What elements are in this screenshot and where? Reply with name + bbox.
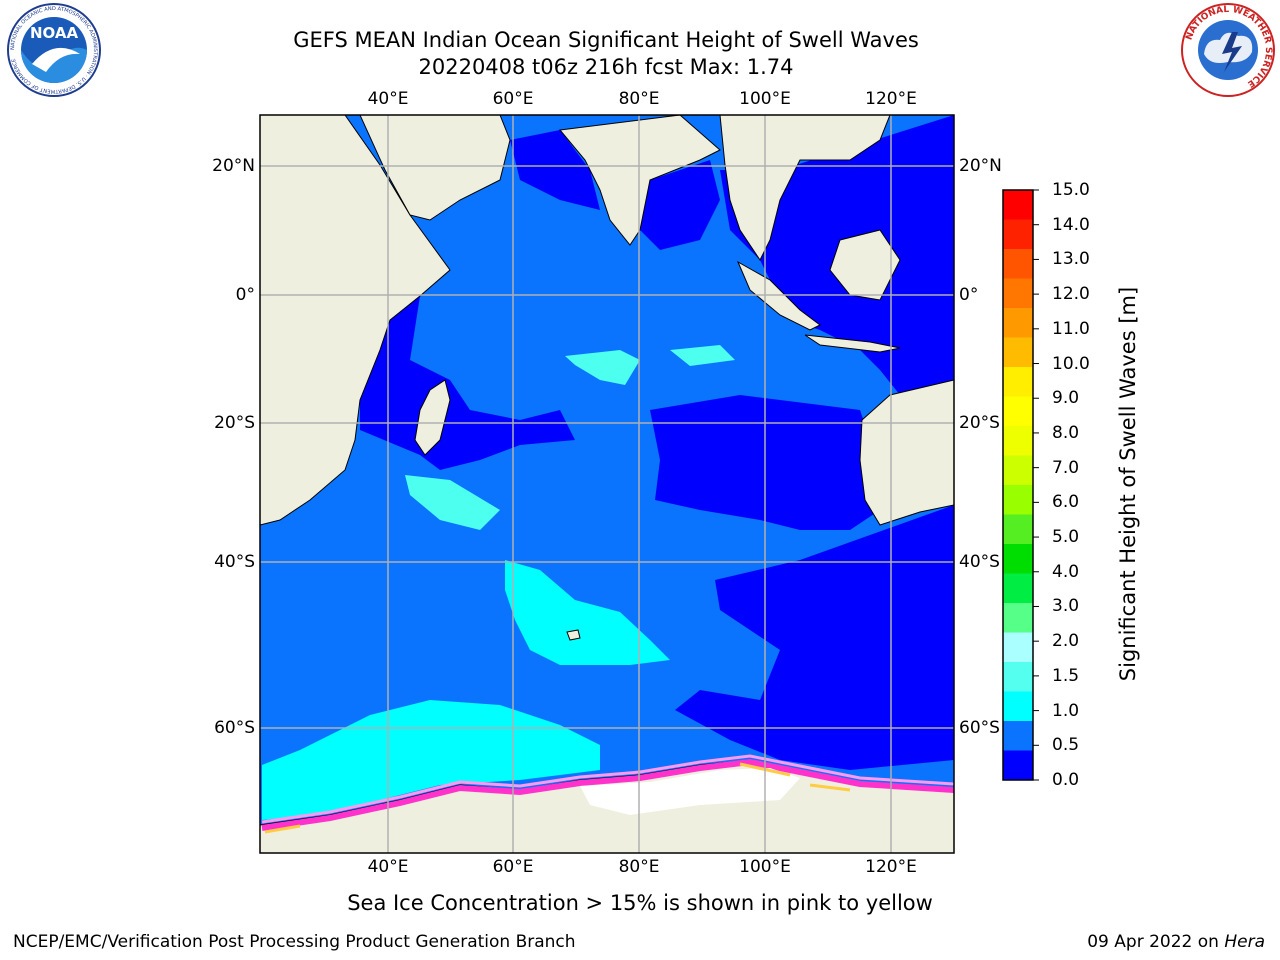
svg-text:NOAA: NOAA (30, 24, 79, 42)
land-india (559, 115, 721, 246)
colorbar-label: 8.0 (1052, 422, 1080, 443)
colorbar-label: 12.0 (1052, 284, 1090, 305)
map-subtitle: 20220408 t06z 216h fcst Max: 1.74 (418, 55, 794, 79)
land-southeast-asia (719, 115, 891, 261)
swell-region-mid-tropical-2 (670, 345, 735, 366)
lon-tick-bottom: 60°E (492, 857, 534, 877)
lat-tick-left: 20°N (212, 156, 255, 176)
sea-ice-white (580, 768, 800, 815)
date-host: 09 Apr 2022 on Hera (1087, 932, 1265, 952)
land-borneo (829, 229, 901, 301)
colorbar-segment (1003, 750, 1033, 781)
colorbar-segment (1003, 190, 1033, 220)
land-java (804, 334, 901, 353)
colorbar-label: 14.0 (1052, 214, 1090, 235)
colorbar-segment (1003, 278, 1033, 309)
colorbar-segment (1003, 249, 1033, 279)
colorbar-segment (1003, 603, 1033, 633)
land-sumatra (736, 260, 821, 331)
colorbar-label: 10.0 (1052, 353, 1090, 374)
land-australia (859, 379, 954, 526)
lon-tick-bottom: 100°E (739, 857, 791, 877)
colorbar-segment (1003, 691, 1033, 722)
lat-tick-left: 40°S (214, 552, 255, 572)
lat-tick-right: 20°S (959, 413, 1000, 433)
colorbar-segment (1003, 662, 1033, 692)
map-title: GEFS MEAN Indian Ocean Significant Heigh… (293, 28, 919, 52)
colorbar-segment (1003, 455, 1033, 486)
lon-tick-bottom: 120°E (865, 857, 917, 877)
host-text: Hera (1224, 932, 1265, 952)
swell-region-mid-south (262, 700, 600, 820)
colorbar-segment (1003, 308, 1033, 338)
map-frame (259, 114, 955, 854)
swell-region-low-bengal (640, 160, 720, 250)
colorbar-segment (1003, 573, 1033, 604)
colorbar-title: Significant Height of Swell Waves [m] (1116, 286, 1140, 682)
lon-tick-top: 120°E (865, 89, 917, 109)
credit-text: NCEP/EMC/Verification Post Processing Pr… (13, 932, 576, 952)
noaa-logo: NOAA NATIONAL OCEANIC AND ATMOSPHERIC AD… (7, 3, 101, 97)
colorbar-segment (1003, 219, 1033, 250)
lat-tick-right: 0° (959, 285, 979, 305)
colorbar-segment (1003, 632, 1033, 663)
lon-tick-top: 80°E (618, 89, 660, 109)
swell-region-low-north-arabian (510, 130, 600, 210)
colorbar-label: 4.0 (1052, 561, 1080, 582)
colorbar-segment (1003, 367, 1033, 397)
colorbar-segment (1003, 514, 1033, 545)
swell-region-low-southeast (675, 505, 954, 770)
swell-region-mid-central (505, 560, 670, 665)
colorbar-label: 13.0 (1052, 249, 1090, 270)
colorbar-label: 15.0 (1052, 180, 1090, 200)
colorbar-segment (1003, 426, 1033, 456)
lon-tick-bottom: 80°E (618, 857, 660, 877)
colorbar-label: 1.0 (1052, 700, 1080, 721)
nws-logo: NATIONAL WEATHER SERVICE (1181, 3, 1275, 97)
colorbar-segment (1003, 396, 1033, 427)
colorbar-label: 9.0 (1052, 388, 1080, 409)
lon-tick-top: 100°E (739, 89, 791, 109)
colorbar-label: 2.0 (1052, 631, 1080, 652)
lon-tick-bottom: 40°E (367, 857, 409, 877)
land-madagascar (414, 379, 451, 456)
land-arabia (359, 115, 511, 221)
colorbar-segment (1003, 337, 1033, 368)
colorbar-segment (1003, 721, 1033, 751)
swell-region-mid-tropical (565, 350, 640, 385)
colorbar-label: 7.0 (1052, 457, 1080, 478)
colorbar-segment (1003, 544, 1033, 574)
lon-tick-top: 60°E (492, 89, 534, 109)
colorbar-label: 0.0 (1052, 770, 1080, 790)
colorbar-label: 11.0 (1052, 318, 1090, 339)
lat-tick-left: 0° (235, 285, 255, 305)
swell-region-low-somali (360, 296, 575, 470)
lat-tick-right: 40°S (959, 552, 1000, 572)
colorbar-label: 1.5 (1052, 665, 1080, 686)
land-kerguelen (566, 629, 581, 641)
map-area (260, 115, 954, 853)
colorbar-segment (1003, 485, 1033, 515)
lat-tick-left: 60°S (214, 718, 255, 738)
lat-tick-right: 60°S (959, 718, 1000, 738)
colorbar-label: 6.0 (1052, 492, 1080, 513)
colorbar-label: 3.0 (1052, 596, 1080, 617)
swell-region-low-east (650, 395, 900, 530)
colorbar-label: 0.5 (1052, 735, 1080, 756)
sea-ice-caption: Sea Ice Concentration > 15% is shown in … (347, 891, 933, 915)
colorbar-label: 5.0 (1052, 527, 1080, 548)
lat-tick-right: 20°N (959, 156, 1002, 176)
lon-tick-top: 40°E (367, 89, 409, 109)
gridlines (260, 115, 954, 853)
lat-tick-left: 20°S (214, 413, 255, 433)
date-text: 09 Apr 2022 on (1087, 932, 1219, 952)
swell-region-mid-west (405, 475, 500, 530)
colorbar (1002, 189, 1039, 781)
colorbar-frame (1002, 189, 1034, 781)
